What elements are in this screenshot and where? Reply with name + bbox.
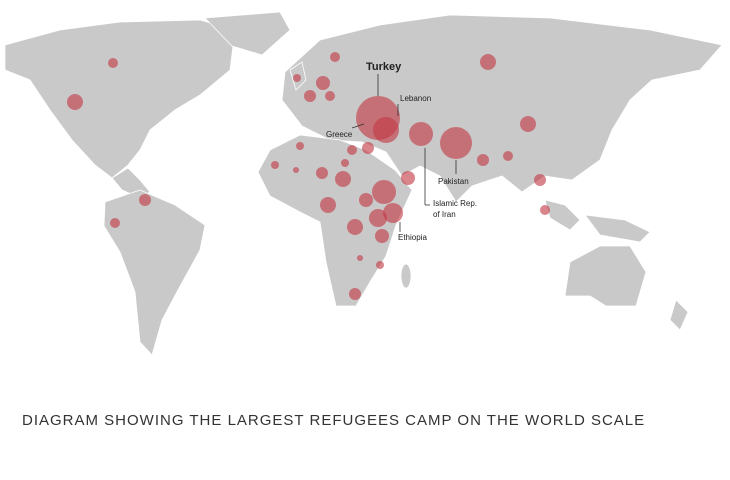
label-iran: of Iran [433, 210, 456, 219]
bubble [293, 167, 299, 173]
label-ethiopia: Ethiopia [398, 233, 427, 242]
bubble [359, 193, 373, 207]
bubble [271, 161, 279, 169]
bubble [347, 219, 363, 235]
bubble [325, 91, 335, 101]
bubble [540, 205, 550, 215]
bubble [296, 142, 304, 150]
land [4, 11, 723, 356]
bubble [376, 261, 384, 269]
bubble [316, 76, 330, 90]
bubble [357, 255, 363, 261]
bubble [330, 52, 340, 62]
bubble [401, 171, 415, 185]
bubble [108, 58, 118, 68]
bubble [409, 122, 433, 146]
bubble [480, 54, 496, 70]
bubble [440, 127, 472, 159]
label-iran: Islamic Rep. [433, 199, 477, 208]
bubble [373, 117, 399, 143]
bubble [304, 90, 316, 102]
label-greece: Greece [326, 130, 353, 139]
bubble [503, 151, 513, 161]
label-pakistan: Pakistan [438, 177, 469, 186]
bubble [520, 116, 536, 132]
bubble [534, 174, 546, 186]
bubble [139, 194, 151, 206]
caption: DIAGRAM SHOWING THE LARGEST REFUGEES CAM… [22, 412, 646, 429]
bubble [335, 171, 351, 187]
bubble [372, 180, 396, 204]
bubble [341, 159, 349, 167]
bubble [349, 288, 361, 300]
bubble [110, 218, 120, 228]
label-turkey: Turkey [366, 61, 402, 73]
bubble [383, 203, 403, 223]
label-lebanon: Lebanon [400, 94, 431, 103]
leader-line [351, 123, 365, 129]
leaders [351, 74, 457, 232]
world-map: Turkey Lebanon Greece Pakistan Islamic R… [4, 11, 723, 356]
bubbles [67, 52, 550, 300]
bubble [347, 145, 357, 155]
bubble [477, 154, 489, 166]
bubble [316, 167, 328, 179]
bubble [293, 74, 301, 82]
bubble [67, 94, 83, 110]
bubble [320, 197, 336, 213]
bubble [369, 209, 387, 227]
bubble [362, 142, 374, 154]
bubble [375, 229, 389, 243]
